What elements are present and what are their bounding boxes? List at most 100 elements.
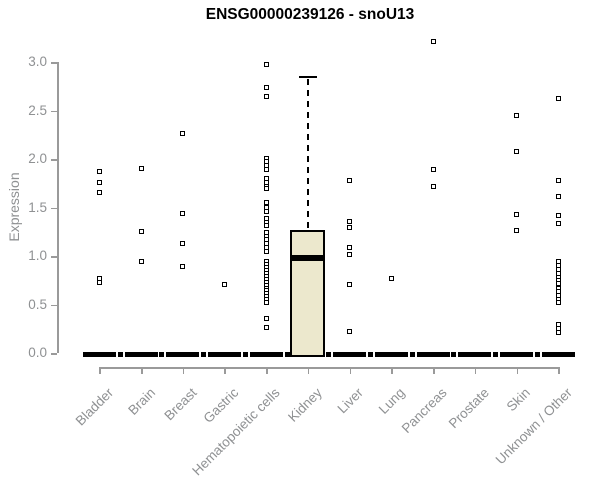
outlier-point xyxy=(138,166,144,172)
x-axis-tick xyxy=(307,367,310,374)
x-axis-tick xyxy=(474,367,477,374)
outlier-point xyxy=(347,244,353,250)
x-axis-tick xyxy=(433,367,435,374)
x-axis-tick xyxy=(141,367,143,374)
outlier-point xyxy=(514,228,519,234)
zero-marker xyxy=(159,352,165,357)
category-tick-label: Gastric xyxy=(200,385,242,426)
category-tick-label: Unknown / Other xyxy=(492,385,575,468)
outlier-point xyxy=(96,169,102,175)
outlier-point xyxy=(138,229,144,235)
outlier-point xyxy=(555,330,561,336)
median-line xyxy=(292,254,324,261)
outlier-point xyxy=(388,275,394,281)
outlier-point xyxy=(263,300,269,306)
outlier-point xyxy=(514,148,519,154)
outlier-point xyxy=(180,264,186,270)
outlier-point xyxy=(263,167,269,173)
zero-marker xyxy=(117,352,123,357)
y-tick-label: 3.0 xyxy=(28,54,47,70)
x-axis-tick xyxy=(516,367,518,374)
box-kidney xyxy=(290,229,326,357)
zero-marker xyxy=(242,352,248,357)
outlier-point xyxy=(263,185,269,191)
collapsed-box-bar xyxy=(82,352,116,357)
outlier-point xyxy=(555,300,561,306)
y-axis-tick xyxy=(51,110,57,113)
outlier-point xyxy=(347,281,353,287)
y-axis-tick xyxy=(51,256,57,258)
outlier-point xyxy=(347,218,353,224)
outlier-point xyxy=(180,240,186,246)
y-tick-label: 0.5 xyxy=(28,296,47,312)
outlier-point xyxy=(347,251,353,257)
collapsed-box-bar xyxy=(124,352,158,357)
outlier-point xyxy=(347,225,353,231)
x-axis-tick xyxy=(224,367,226,374)
zero-marker xyxy=(493,352,499,357)
outlier-point xyxy=(263,248,269,254)
zero-marker xyxy=(284,352,290,357)
category-tick-label: Brain xyxy=(124,385,158,418)
outlier-point xyxy=(263,208,269,214)
x-axis-line xyxy=(99,367,559,369)
category-tick-label: Kidney xyxy=(284,385,325,425)
outlier-point xyxy=(96,179,102,185)
collapsed-box-bar xyxy=(207,352,241,357)
outlier-point xyxy=(96,279,102,285)
category-tick-label: Skin xyxy=(503,385,534,415)
outlier-point xyxy=(555,177,561,183)
category-tick-label: Bladder xyxy=(72,385,116,429)
outlier-point xyxy=(514,112,519,118)
collapsed-box-bar xyxy=(374,352,408,357)
collapsed-box-bar xyxy=(333,352,367,357)
y-axis-tick xyxy=(51,62,57,64)
collapsed-box-bar xyxy=(500,352,533,357)
outlier-point xyxy=(430,167,436,173)
collapsed-box-bar xyxy=(541,352,575,357)
outlier-point xyxy=(555,220,561,226)
y-tick-label: 1.0 xyxy=(28,248,47,264)
outlier-point xyxy=(263,84,269,90)
outlier-point xyxy=(221,281,227,287)
outlier-point xyxy=(263,94,269,100)
collapsed-box-bar xyxy=(458,352,492,357)
whisker-cap xyxy=(298,75,317,78)
outlier-point xyxy=(555,280,561,286)
outlier-point xyxy=(555,96,561,102)
outlier-point xyxy=(263,315,269,321)
collapsed-box-bar xyxy=(249,352,283,357)
outlier-point xyxy=(555,212,561,218)
outlier-point xyxy=(96,189,102,195)
x-axis-tick xyxy=(266,367,268,374)
outlier-point xyxy=(180,210,186,216)
outlier-point xyxy=(555,194,561,200)
outlier-point xyxy=(180,131,186,137)
outlier-point xyxy=(347,329,353,335)
outlier-point xyxy=(430,183,436,189)
outlier-point xyxy=(430,39,436,45)
y-tick-label: 2.0 xyxy=(28,151,47,167)
zero-marker xyxy=(326,352,332,357)
outlier-point xyxy=(347,177,353,183)
category-tick-label: Prostate xyxy=(445,385,492,432)
outlier-point xyxy=(514,211,519,217)
category-tick-label: Liver xyxy=(334,385,367,417)
x-axis-tick xyxy=(349,367,352,374)
outlier-point xyxy=(263,200,269,206)
x-axis-tick xyxy=(99,367,101,374)
category-tick-label: Breast xyxy=(161,385,200,424)
y-axis-line xyxy=(57,62,59,353)
outlier-point xyxy=(263,325,269,331)
y-axis-tick xyxy=(51,207,57,210)
zero-marker xyxy=(409,352,415,357)
outlier-point xyxy=(263,223,269,229)
x-axis-tick xyxy=(182,367,185,374)
outlier-point xyxy=(138,259,144,265)
y-axis-tick xyxy=(51,353,57,355)
collapsed-box-bar xyxy=(416,352,450,357)
category-tick-label: Lung xyxy=(376,385,408,417)
y-tick-label: 0.0 xyxy=(28,345,47,360)
whisker-line xyxy=(306,78,309,230)
zero-marker xyxy=(201,352,207,357)
